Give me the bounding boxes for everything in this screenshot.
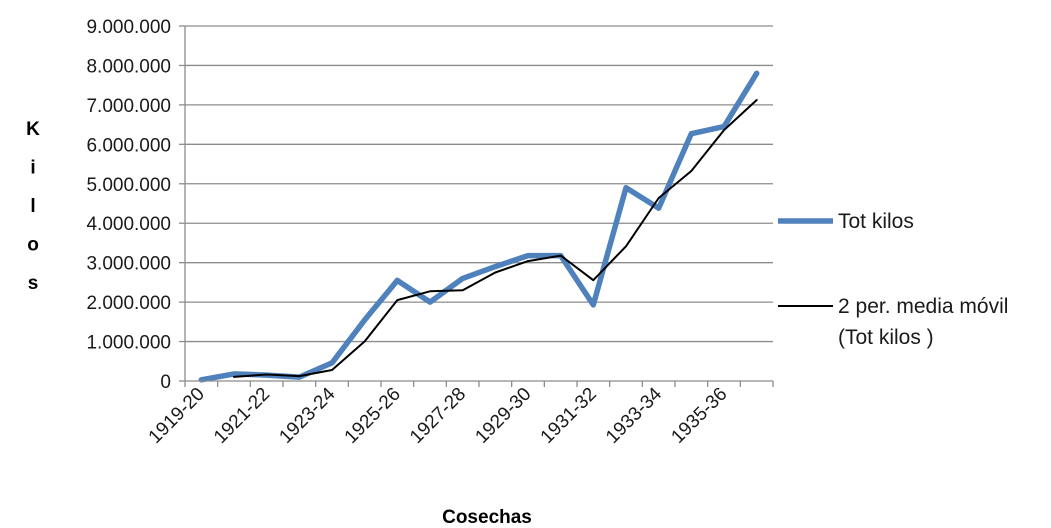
y-tick-label: 3.000.000 [86, 254, 171, 275]
y-axis-title-letter: i [30, 158, 35, 179]
y-axis-title-letter: o [27, 235, 39, 256]
x-tick-label: 1931-32 [537, 384, 601, 448]
x-axis-title: Cosechas [442, 507, 532, 528]
series-line-tot-kilos [198, 70, 760, 383]
legend-label-moving-average: 2 per. media móvil (Tot kilos ) [838, 295, 1008, 349]
x-tick-label: 1925-26 [341, 384, 405, 448]
x-axis-ticks: 1919-20 1921-22 1923-24 1925-26 1927-28 1929-… [145, 381, 774, 448]
legend-label-tot-kilos: Tot kilos [838, 210, 914, 233]
y-tick-label: 7.000.000 [86, 96, 171, 117]
y-tick-label: 5.000.000 [86, 175, 171, 196]
y-tick-label: 2.000.000 [86, 293, 171, 314]
axes [184, 26, 773, 382]
y-axis-title-letter: l [30, 196, 35, 217]
x-tick-label: 1935-36 [667, 384, 731, 448]
y-tick-label: 9.000.000 [86, 17, 171, 38]
y-axis-title-letter: s [28, 273, 39, 294]
x-tick-label: 1929-30 [471, 384, 535, 448]
y-axis-title-letter: K [26, 119, 40, 140]
y-tick-label: 8.000.000 [86, 56, 171, 77]
y-tick-label: 1.000.000 [86, 333, 171, 354]
x-tick-label: 1927-28 [406, 384, 470, 448]
gridlines [185, 25, 773, 343]
y-tick-label: 6.000.000 [86, 135, 171, 156]
x-tick-label: 1933-34 [602, 383, 666, 447]
x-tick-label: 1923-24 [275, 383, 339, 447]
y-tick-label: 0 [160, 372, 171, 393]
y-tick-label: 4.000.000 [86, 214, 171, 235]
series-lines [198, 70, 760, 383]
x-tick-label: 1919-20 [145, 384, 209, 448]
series-line-moving-average [233, 99, 758, 378]
legend: Tot kilos 2 per. media móvil (Tot kilos ) [778, 210, 1008, 349]
y-axis-ticks: 0 1.000.000 2.000.000 3.000.000 4.000.000 5.0… [86, 17, 185, 393]
x-tick-label: 1921-22 [210, 384, 274, 448]
